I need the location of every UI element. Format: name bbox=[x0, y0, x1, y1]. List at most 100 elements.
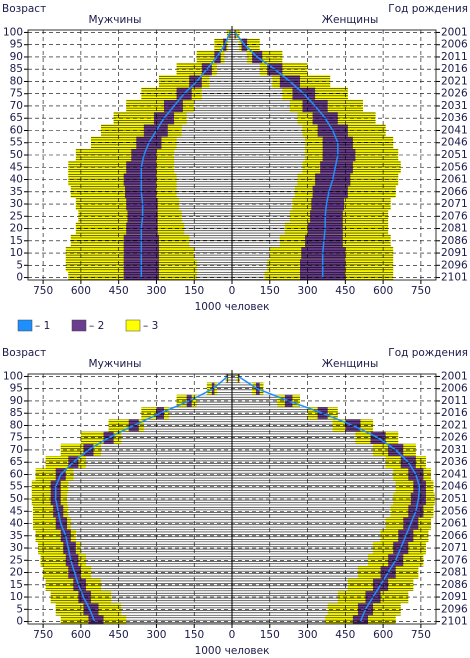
y-tick-label: 0 bbox=[16, 616, 23, 628]
y2-tick-label: 2061 bbox=[441, 518, 468, 530]
y-tick-label: 40 bbox=[10, 518, 23, 530]
y2-tick-label: 2021 bbox=[441, 75, 468, 87]
y-tick-label: 5 bbox=[16, 603, 23, 615]
x-tick-label: 450 bbox=[335, 285, 355, 297]
y-tick-label: 50 bbox=[10, 149, 23, 161]
y-tick-label: 30 bbox=[10, 542, 23, 554]
y2-tick-label: 2001 bbox=[441, 370, 468, 382]
y2-tick-label: 2031 bbox=[441, 100, 468, 112]
y2-tick-label: 2071 bbox=[441, 198, 468, 210]
y-axis-label: Возраст bbox=[2, 3, 46, 15]
y2-tick-label: 2076 bbox=[441, 554, 468, 566]
y2-tick-label: 2036 bbox=[441, 112, 468, 124]
stripes bbox=[141, 407, 232, 420]
x-tick-label: 750 bbox=[411, 629, 431, 641]
y-tick-label: 10 bbox=[10, 247, 23, 259]
stripes bbox=[31, 480, 233, 493]
y-tick-label: 10 bbox=[10, 591, 23, 603]
y-tick-label: 75 bbox=[10, 432, 23, 444]
y-tick-label: 20 bbox=[10, 223, 23, 235]
y-tick-label: 25 bbox=[10, 210, 23, 222]
y2-axis-label: Год рождения bbox=[388, 347, 468, 359]
stripes bbox=[101, 124, 232, 137]
y2-tick-label: 2006 bbox=[441, 39, 468, 51]
y2-tick-label: 2086 bbox=[441, 579, 468, 591]
legend-swatch bbox=[125, 319, 141, 332]
y-tick-label: 35 bbox=[10, 530, 23, 542]
y2-tick-label: 2091 bbox=[441, 591, 468, 603]
y2-tick-label: 2096 bbox=[441, 259, 468, 271]
y2-tick-label: 2071 bbox=[441, 542, 468, 554]
stripes bbox=[232, 492, 435, 506]
stripes bbox=[232, 271, 394, 280]
y-tick-label: 65 bbox=[10, 112, 23, 124]
y-tick-label: 50 bbox=[10, 493, 23, 505]
y2-tick-label: 2031 bbox=[441, 444, 468, 456]
x-tick-label: 750 bbox=[33, 629, 53, 641]
y-tick-label: 95 bbox=[10, 383, 23, 395]
left-label: Мужчины bbox=[89, 358, 142, 370]
y-tick-label: 35 bbox=[10, 186, 23, 198]
x-tick-label: 600 bbox=[71, 285, 91, 297]
y-tick-label: 25 bbox=[10, 554, 23, 566]
stripes bbox=[68, 271, 232, 280]
stripes bbox=[126, 99, 232, 113]
y2-tick-label: 2006 bbox=[441, 383, 468, 395]
y-tick-label: 15 bbox=[10, 235, 23, 247]
y2-tick-label: 2086 bbox=[441, 235, 468, 247]
y-tick-label: 70 bbox=[10, 100, 23, 112]
stripes bbox=[232, 554, 424, 567]
x-tick-label: 300 bbox=[146, 629, 166, 641]
stripes bbox=[141, 87, 232, 100]
stripes bbox=[45, 456, 232, 469]
stripes bbox=[225, 374, 232, 383]
y-tick-label: 5 bbox=[16, 259, 23, 271]
y2-tick-label: 2076 bbox=[441, 210, 468, 222]
legend-swatch bbox=[17, 319, 33, 332]
y2-tick-label: 2096 bbox=[441, 603, 468, 615]
y-tick-label: 100 bbox=[3, 370, 23, 382]
y2-tick-label: 2021 bbox=[441, 419, 468, 431]
stripes bbox=[232, 246, 394, 260]
x-tick-label: 750 bbox=[411, 285, 431, 297]
y2-axis-label: Год рождения bbox=[388, 3, 468, 15]
x-tick-label: 600 bbox=[71, 629, 91, 641]
stripes bbox=[232, 541, 426, 555]
y2-tick-label: 2046 bbox=[441, 481, 468, 493]
stripes bbox=[196, 50, 232, 64]
stripes bbox=[232, 136, 394, 149]
y-tick-label: 85 bbox=[10, 407, 23, 419]
x-tick-label: 150 bbox=[184, 285, 204, 297]
y2-tick-label: 2091 bbox=[441, 247, 468, 259]
x-tick-label: 300 bbox=[298, 629, 318, 641]
stripes bbox=[75, 222, 232, 235]
y-tick-label: 45 bbox=[10, 505, 23, 517]
legend-label: – 2 bbox=[89, 320, 104, 332]
y2-tick-label: 2066 bbox=[441, 530, 468, 542]
stripes bbox=[232, 374, 241, 383]
stripes bbox=[70, 234, 232, 247]
y2-tick-label: 2051 bbox=[441, 493, 468, 505]
legend-label: – 1 bbox=[35, 320, 50, 332]
y2-tick-label: 2081 bbox=[441, 223, 468, 235]
stripes bbox=[33, 505, 233, 518]
y-tick-label: 20 bbox=[10, 567, 23, 579]
y2-tick-label: 2061 bbox=[441, 174, 468, 186]
x-tick-label: 300 bbox=[146, 285, 166, 297]
left-label: Мужчины bbox=[89, 14, 142, 26]
y2-tick-label: 2016 bbox=[441, 63, 468, 75]
x-tick-label: 150 bbox=[260, 629, 280, 641]
y2-tick-label: 2101 bbox=[441, 272, 468, 284]
y2-tick-label: 2026 bbox=[441, 432, 468, 444]
stripes bbox=[45, 578, 232, 591]
plot-frame bbox=[27, 29, 437, 281]
x-tick-label: 600 bbox=[373, 629, 393, 641]
x-tick-label: 0 bbox=[229, 629, 236, 641]
x-tick-label: 600 bbox=[373, 285, 393, 297]
line-1 bbox=[54, 375, 228, 622]
y2-tick-label: 2101 bbox=[441, 616, 468, 628]
right-label: Женщины bbox=[322, 14, 379, 26]
stripes bbox=[158, 75, 232, 88]
y-tick-label: 100 bbox=[3, 26, 23, 38]
